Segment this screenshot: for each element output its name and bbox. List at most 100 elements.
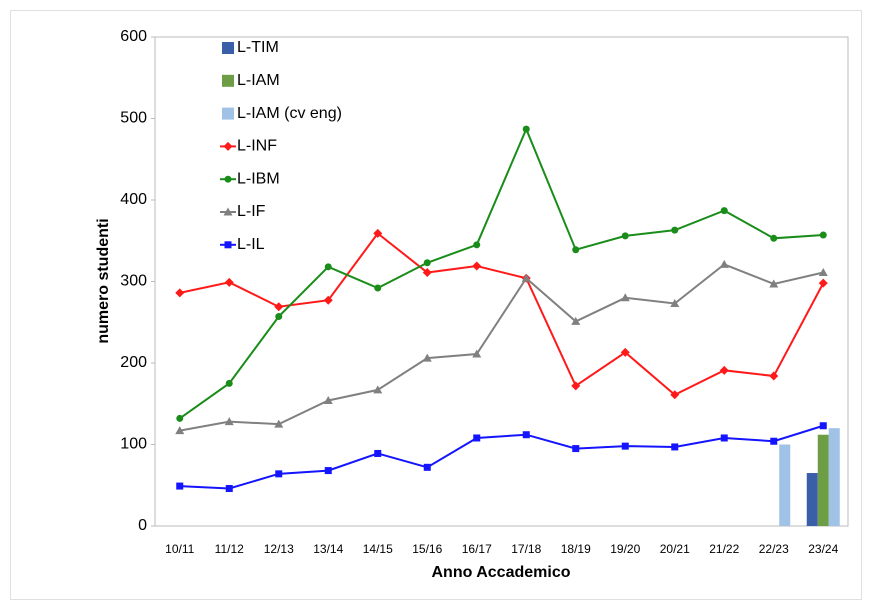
line bbox=[179, 424, 824, 490]
marker bbox=[373, 385, 383, 394]
marker bbox=[522, 125, 530, 133]
marker bbox=[719, 365, 729, 375]
x-tick-label: 15/16 bbox=[412, 542, 442, 556]
legend-label: L-IAM (cv eng) bbox=[237, 105, 342, 122]
marker bbox=[720, 207, 728, 215]
marker bbox=[275, 470, 283, 478]
marker bbox=[472, 261, 482, 271]
legend-marker bbox=[224, 175, 232, 183]
marker bbox=[572, 246, 580, 254]
marker bbox=[423, 259, 431, 267]
x-tick-label: 17/18 bbox=[511, 542, 541, 556]
marker bbox=[819, 231, 827, 239]
marker bbox=[374, 449, 382, 457]
marker bbox=[423, 463, 431, 471]
marker bbox=[621, 442, 629, 450]
marker bbox=[621, 232, 629, 240]
marker bbox=[473, 434, 481, 442]
marker bbox=[521, 273, 531, 282]
marker bbox=[274, 302, 284, 312]
x-tick-label: 12/13 bbox=[264, 542, 294, 556]
marker bbox=[720, 434, 728, 442]
marker bbox=[769, 279, 779, 288]
marker bbox=[224, 277, 234, 287]
marker bbox=[323, 395, 333, 404]
marker bbox=[422, 268, 432, 278]
marker bbox=[620, 347, 630, 357]
marker bbox=[176, 414, 184, 422]
x-tick-label: 10/11 bbox=[165, 542, 194, 556]
legend-swatch bbox=[222, 107, 234, 120]
legend-marker bbox=[223, 207, 233, 216]
marker bbox=[719, 259, 729, 268]
marker bbox=[175, 426, 185, 435]
x-axis-label: Anno Accademico bbox=[432, 564, 571, 581]
marker bbox=[473, 241, 481, 249]
marker bbox=[275, 313, 283, 321]
marker bbox=[572, 445, 580, 453]
marker bbox=[670, 299, 680, 308]
marker bbox=[571, 381, 581, 391]
bar bbox=[779, 444, 791, 526]
legend-label: L-TIM bbox=[237, 39, 279, 56]
legend-marker bbox=[224, 241, 232, 249]
y-tick-label: 300 bbox=[120, 273, 147, 290]
legend-swatch bbox=[222, 42, 234, 54]
marker bbox=[770, 437, 778, 445]
x-tick-label: 14/15 bbox=[363, 542, 393, 556]
marker bbox=[373, 228, 383, 238]
marker bbox=[818, 278, 828, 288]
legend-label: L-IF bbox=[237, 203, 266, 220]
line bbox=[179, 263, 824, 432]
marker bbox=[225, 379, 233, 387]
marker bbox=[274, 419, 284, 428]
x-tick-label: 20/21 bbox=[660, 542, 690, 556]
y-axis-label: numero studenti bbox=[95, 218, 112, 343]
legend-label: L-IBM bbox=[237, 170, 280, 187]
y-tick-label: 600 bbox=[120, 28, 147, 45]
marker bbox=[324, 263, 332, 271]
bar bbox=[817, 434, 829, 526]
y-tick-label: 0 bbox=[138, 517, 147, 534]
marker bbox=[323, 295, 333, 305]
marker bbox=[175, 288, 185, 298]
x-tick-label: 11/12 bbox=[215, 542, 244, 556]
x-tick-label: 21/22 bbox=[709, 542, 739, 556]
legend-swatch bbox=[222, 74, 234, 87]
x-tick-label: 19/20 bbox=[610, 542, 640, 556]
legend-label: L-IL bbox=[237, 236, 265, 253]
marker bbox=[324, 467, 332, 475]
line bbox=[179, 126, 824, 420]
marker bbox=[769, 371, 779, 381]
y-tick-label: 200 bbox=[120, 354, 147, 371]
marker bbox=[770, 234, 778, 242]
marker bbox=[472, 349, 482, 358]
x-tick-label: 13/14 bbox=[313, 542, 343, 556]
x-tick-label: 16/17 bbox=[462, 542, 492, 556]
marker bbox=[670, 390, 680, 400]
marker bbox=[671, 443, 679, 451]
marker bbox=[176, 482, 184, 490]
x-tick-label: 22/23 bbox=[759, 542, 789, 556]
marker bbox=[522, 431, 530, 439]
legend-label: L-INF bbox=[237, 138, 277, 155]
bar bbox=[828, 428, 840, 526]
marker bbox=[818, 268, 828, 277]
marker bbox=[571, 316, 581, 325]
marker bbox=[819, 422, 827, 430]
marker bbox=[374, 284, 382, 292]
x-tick-label: 23/24 bbox=[808, 542, 838, 556]
marker bbox=[671, 226, 679, 234]
marker bbox=[225, 485, 233, 493]
frame bbox=[10, 10, 862, 600]
y-tick-label: 500 bbox=[120, 110, 147, 127]
legend-marker bbox=[223, 141, 233, 151]
line bbox=[179, 231, 825, 396]
marker bbox=[620, 293, 630, 302]
bar bbox=[806, 473, 818, 526]
y-tick-label: 400 bbox=[120, 191, 147, 208]
x-tick-label: 18/19 bbox=[561, 542, 591, 556]
y-tick-label: 100 bbox=[120, 436, 147, 453]
marker bbox=[422, 353, 432, 362]
